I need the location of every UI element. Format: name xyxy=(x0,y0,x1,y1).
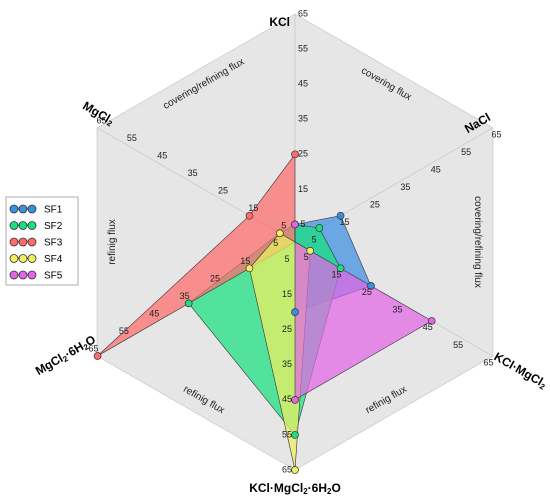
data-point-SF2 xyxy=(336,264,345,273)
tick-label: 65 xyxy=(298,8,308,18)
tick-label: 15 xyxy=(248,203,258,213)
tick-label: 5 xyxy=(284,254,289,264)
legend-label: SF3 xyxy=(44,238,63,249)
tick-label: 25 xyxy=(282,324,292,334)
tick-label: 55 xyxy=(298,43,308,53)
tick-label: 5 xyxy=(300,219,305,229)
tick-label: 5 xyxy=(273,238,278,248)
data-point-SF5 xyxy=(291,395,299,404)
data-point-SF3 xyxy=(245,211,254,220)
legend-marker xyxy=(18,254,28,263)
data-point-SF2 xyxy=(184,299,193,308)
legend-marker xyxy=(9,237,19,247)
data-point-SF1 xyxy=(291,308,299,317)
legend-label: SF1 xyxy=(44,205,63,216)
tick-label: 35 xyxy=(188,168,198,178)
legend-label: SF4 xyxy=(44,254,63,265)
tick-label: 15 xyxy=(332,270,342,280)
tick-label: 45 xyxy=(149,308,159,318)
tick-label: 45 xyxy=(423,322,433,332)
tick-label: 5 xyxy=(304,252,309,262)
tick-labels: 5152535455565515253545556551525354555655… xyxy=(89,8,502,474)
tick-label: 25 xyxy=(370,199,380,209)
tick-label: 25 xyxy=(298,149,308,159)
tick-label: 65 xyxy=(89,343,99,353)
tick-label: 45 xyxy=(298,79,308,89)
series-area-SF5 xyxy=(294,224,433,401)
legend-marker xyxy=(18,237,28,247)
data-point-SF4 xyxy=(306,246,315,255)
tick-label: 25 xyxy=(210,273,220,283)
data-point-SF2 xyxy=(315,224,324,232)
tick-label: 55 xyxy=(461,147,471,157)
tick-label: 55 xyxy=(119,326,129,336)
data-point-SF4 xyxy=(291,466,299,474)
tick-label: 65 xyxy=(97,115,107,125)
data-point-SF3 xyxy=(291,150,299,159)
legend-marker xyxy=(27,254,37,263)
axis-label: KCl·MgCl2 xyxy=(491,350,550,392)
data-point-SF1 xyxy=(336,211,345,220)
tick-label: 35 xyxy=(282,359,292,369)
tick-label: 45 xyxy=(282,394,292,404)
tick-label: 35 xyxy=(180,291,190,301)
tick-label: 15 xyxy=(298,184,308,194)
tick-label: 35 xyxy=(400,182,410,192)
legend-item-SF5: SF5 xyxy=(9,270,63,282)
legend-marker xyxy=(9,204,19,214)
data-point-SF5 xyxy=(291,220,299,229)
legend-marker xyxy=(9,221,19,230)
legend-marker xyxy=(27,270,37,280)
legend-item-SF3: SF3 xyxy=(9,237,63,249)
legend-item-SF4: SF4 xyxy=(9,254,63,265)
legend-marker xyxy=(9,254,19,263)
tick-label: 15 xyxy=(282,289,292,299)
legend-marker xyxy=(18,221,28,230)
tick-label: 5 xyxy=(312,235,317,245)
tick-label: 15 xyxy=(340,217,350,227)
axis-label: MgCl2·6H2O xyxy=(33,332,98,378)
tick-label: 25 xyxy=(362,287,372,297)
tick-label: 15 xyxy=(240,256,250,266)
legend-item-SF2: SF2 xyxy=(9,221,63,232)
legend-marker xyxy=(27,221,37,230)
legend-marker xyxy=(27,237,37,247)
tick-label: 35 xyxy=(298,114,308,124)
data-point-SF4 xyxy=(245,264,254,273)
data-point-SF1 xyxy=(367,281,375,290)
axis-label: KCl·MgCl2·6H2O xyxy=(249,481,341,496)
tick-label: 65 xyxy=(483,357,493,367)
data-point-SF3 xyxy=(93,352,102,360)
data-point-SF2 xyxy=(291,431,299,439)
tick-label: 65 xyxy=(491,129,501,139)
legend-box xyxy=(5,196,79,286)
legend: SF1 SF2 SF3 SF4 SF5 xyxy=(5,196,79,286)
tick-label: 55 xyxy=(453,340,463,350)
axis-label: KCl xyxy=(269,15,290,29)
tick-label: 45 xyxy=(431,164,441,174)
data-point-SF4 xyxy=(275,229,284,238)
legend-marker xyxy=(9,270,19,280)
tick-label: 55 xyxy=(127,133,137,143)
legend-marker xyxy=(27,204,37,214)
legend-label: SF5 xyxy=(44,271,63,282)
legend-marker xyxy=(18,204,28,214)
tick-label: 35 xyxy=(392,305,402,315)
region-label: covering/refining flux xyxy=(472,196,483,288)
series-layer xyxy=(93,150,436,474)
tick-label: 55 xyxy=(282,429,292,439)
data-point-SF5 xyxy=(427,317,436,325)
legend-item-SF1: SF1 xyxy=(9,204,63,216)
tick-label: 25 xyxy=(218,186,228,196)
tick-label: 65 xyxy=(282,464,292,474)
region-label: refinig flux xyxy=(107,219,118,265)
tick-label: 45 xyxy=(157,151,167,161)
tick-label: 5 xyxy=(281,221,286,231)
legend-marker xyxy=(18,270,28,280)
legend-label: SF2 xyxy=(44,221,63,232)
